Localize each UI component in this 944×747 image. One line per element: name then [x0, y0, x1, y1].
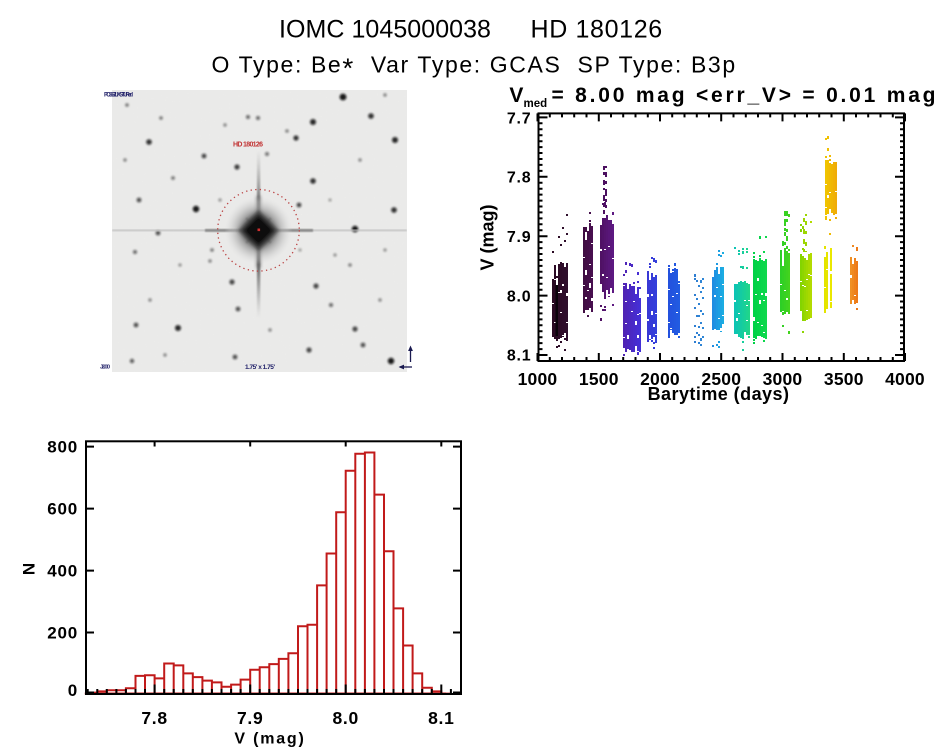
svg-text:HD 180126: HD 180126 [531, 16, 663, 44]
svg-text:8.0: 8.0 [332, 708, 358, 728]
svg-text:3500: 3500 [824, 369, 864, 389]
svg-text:POSS2/UKSTU Red: POSS2/UKSTU Red [104, 93, 133, 99]
svg-text:800: 800 [47, 438, 78, 457]
svg-text:V (mag): V (mag) [234, 731, 305, 747]
svg-text:7.7: 7.7 [507, 110, 532, 127]
svg-text:1500: 1500 [579, 369, 619, 389]
svg-text:7.9: 7.9 [237, 708, 263, 728]
svg-text:7.9: 7.9 [507, 229, 532, 246]
svg-text:= 8.00 mag <err_V> = 0.01 mag: = 8.00 mag <err_V> = 0.01 mag [552, 84, 936, 107]
svg-text:8.1: 8.1 [507, 348, 532, 365]
svg-text:2000: 2000 [640, 369, 680, 389]
svg-text:8.0: 8.0 [507, 288, 532, 305]
svg-text:N: N [20, 563, 39, 575]
svg-text:HD 180126: HD 180126 [233, 142, 263, 149]
svg-text:200: 200 [47, 624, 78, 643]
svg-text:Barytime (days): Barytime (days) [648, 384, 790, 404]
svg-text:2500: 2500 [701, 369, 741, 389]
svg-text:1000: 1000 [518, 369, 558, 389]
svg-text:600: 600 [47, 500, 78, 519]
svg-text:0: 0 [68, 681, 78, 700]
svg-text:7.8: 7.8 [141, 708, 167, 728]
svg-text:V (mag): V (mag) [478, 204, 498, 270]
svg-text:4000: 4000 [885, 369, 925, 389]
svg-text:400: 400 [47, 562, 78, 581]
svg-text:8.1: 8.1 [428, 708, 454, 728]
svg-text:IOMC 1045000038: IOMC 1045000038 [279, 16, 491, 44]
svg-text:3000: 3000 [763, 369, 803, 389]
svg-text:med: med [524, 98, 548, 110]
svg-text:J2000: J2000 [100, 365, 110, 371]
svg-text:1.75' x 1.75': 1.75' x 1.75' [245, 364, 275, 371]
svg-text:V: V [509, 84, 523, 107]
svg-text:7.8: 7.8 [507, 170, 532, 187]
svg-text:O Type: Be* Var Type: GCAS S: O Type: Be* Var Type: GCAS SP Type: B3p [212, 51, 737, 83]
